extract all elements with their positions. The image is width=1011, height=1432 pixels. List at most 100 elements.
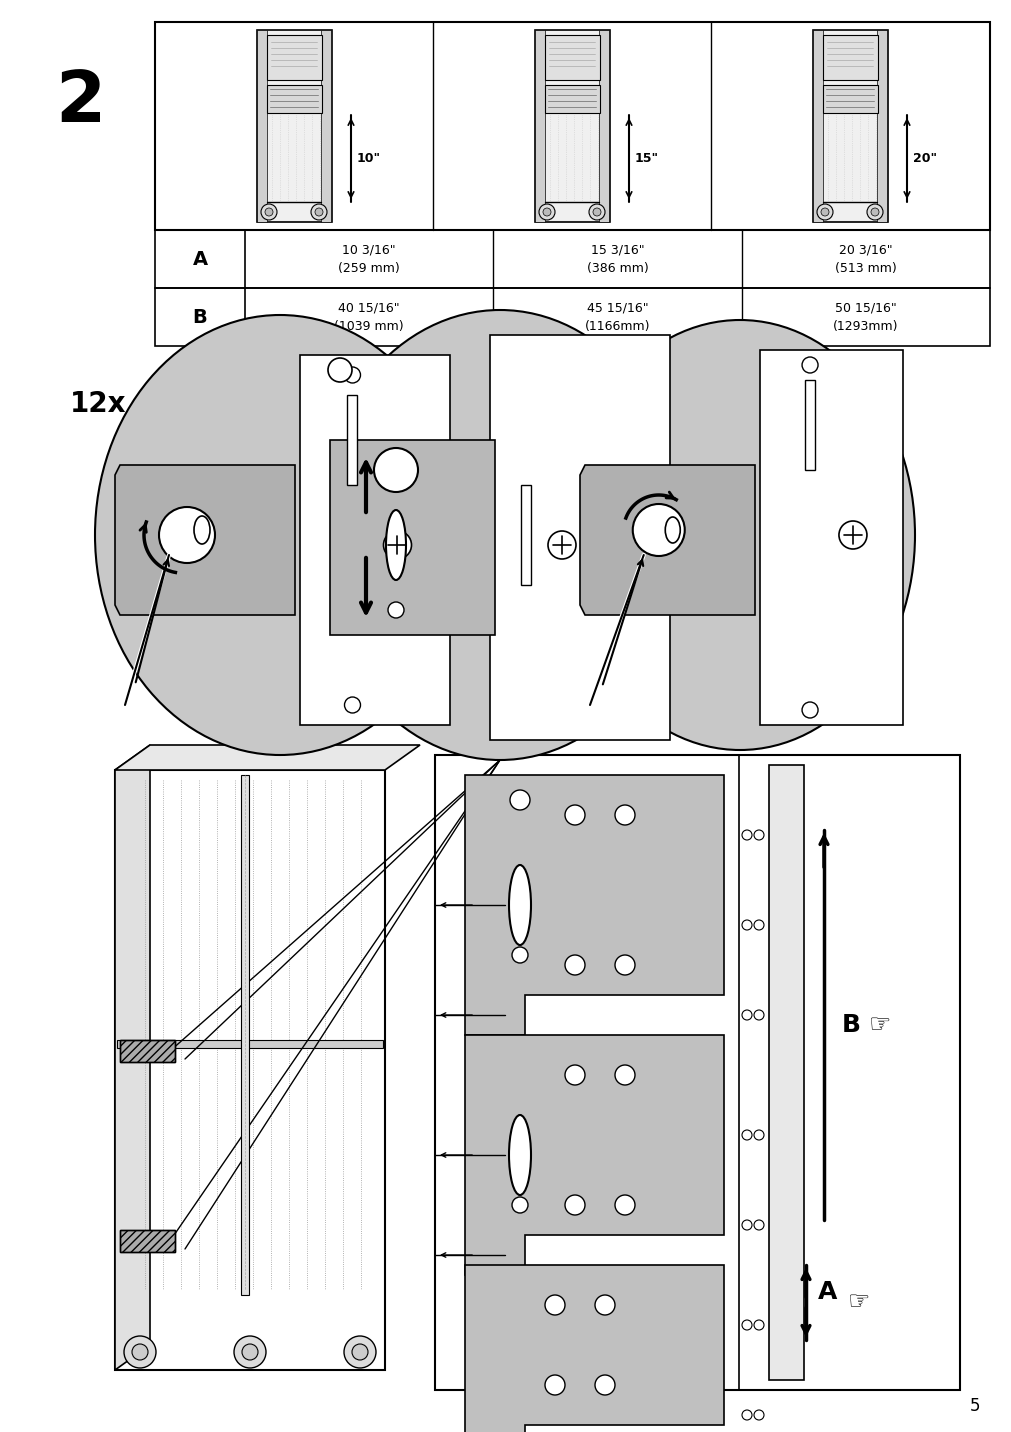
Text: ☞: ☞ <box>868 1012 891 1037</box>
Bar <box>267 34 321 80</box>
Polygon shape <box>115 745 150 1370</box>
Text: A: A <box>192 249 207 269</box>
Circle shape <box>753 1130 763 1140</box>
Circle shape <box>344 367 360 382</box>
Circle shape <box>545 1295 564 1315</box>
Circle shape <box>741 1320 751 1330</box>
Circle shape <box>816 203 832 221</box>
Bar <box>768 765 803 1380</box>
Circle shape <box>820 208 828 216</box>
Bar <box>822 34 878 80</box>
Circle shape <box>838 521 866 548</box>
Text: 15": 15" <box>634 152 658 165</box>
Circle shape <box>870 208 879 216</box>
Bar <box>117 1040 382 1048</box>
Circle shape <box>261 203 277 221</box>
Text: 45 15/16"
(1166mm): 45 15/16" (1166mm) <box>584 302 650 332</box>
Text: 15 3/16"
(386 mm): 15 3/16" (386 mm) <box>586 243 648 275</box>
Circle shape <box>510 790 530 811</box>
Bar <box>812 30 822 222</box>
Circle shape <box>615 805 634 825</box>
Circle shape <box>543 208 550 216</box>
Polygon shape <box>464 775 723 1035</box>
Circle shape <box>548 531 575 558</box>
Text: 20 3/16"
(513 mm): 20 3/16" (513 mm) <box>834 243 896 275</box>
Circle shape <box>344 697 360 713</box>
Circle shape <box>615 1194 634 1214</box>
Circle shape <box>594 1375 615 1395</box>
Circle shape <box>564 1194 584 1214</box>
Text: 5: 5 <box>969 1398 979 1415</box>
Circle shape <box>387 601 403 619</box>
Circle shape <box>741 919 751 929</box>
Text: B: B <box>841 1012 860 1037</box>
Circle shape <box>352 1345 368 1360</box>
Text: 50 15/16"
(1293mm): 50 15/16" (1293mm) <box>832 302 898 332</box>
Ellipse shape <box>664 517 679 543</box>
Bar <box>822 84 878 113</box>
Bar <box>299 355 450 725</box>
Polygon shape <box>115 465 295 614</box>
Circle shape <box>594 1295 615 1315</box>
Circle shape <box>753 1411 763 1421</box>
Circle shape <box>741 831 751 841</box>
Bar <box>330 440 494 634</box>
Bar <box>257 30 267 222</box>
Ellipse shape <box>509 865 531 945</box>
Circle shape <box>265 208 273 216</box>
Bar <box>155 21 989 231</box>
Text: 2: 2 <box>55 67 105 137</box>
Bar <box>489 335 669 740</box>
Polygon shape <box>579 465 754 614</box>
Bar <box>812 30 887 222</box>
Bar <box>267 84 321 113</box>
Bar <box>599 30 609 222</box>
Circle shape <box>753 1320 763 1330</box>
Circle shape <box>615 955 634 975</box>
Text: ☞: ☞ <box>847 1290 869 1315</box>
Bar <box>545 34 600 80</box>
Ellipse shape <box>194 516 210 544</box>
Circle shape <box>588 203 605 221</box>
Circle shape <box>539 203 554 221</box>
Circle shape <box>124 1336 156 1368</box>
Ellipse shape <box>314 309 684 760</box>
Circle shape <box>545 1375 564 1395</box>
Circle shape <box>802 702 817 717</box>
Circle shape <box>741 1130 751 1140</box>
Bar <box>155 231 989 288</box>
Circle shape <box>753 1010 763 1020</box>
Circle shape <box>159 507 214 563</box>
Bar <box>759 349 902 725</box>
Text: 10": 10" <box>357 152 381 165</box>
Circle shape <box>632 504 684 556</box>
Circle shape <box>314 208 323 216</box>
Circle shape <box>741 1220 751 1230</box>
Text: 10 3/16"
(259 mm): 10 3/16" (259 mm) <box>338 243 399 275</box>
Bar <box>257 30 332 222</box>
Circle shape <box>344 1336 376 1368</box>
Text: 40 15/16"
(1039 mm): 40 15/16" (1039 mm) <box>334 302 403 332</box>
Text: 12x: 12x <box>70 390 126 418</box>
Ellipse shape <box>95 315 464 755</box>
Circle shape <box>866 203 883 221</box>
Bar <box>535 30 545 222</box>
Circle shape <box>383 531 411 558</box>
Ellipse shape <box>385 510 405 580</box>
Bar <box>435 755 959 1390</box>
Circle shape <box>512 947 528 962</box>
Bar <box>535 30 610 222</box>
Polygon shape <box>115 745 420 770</box>
Polygon shape <box>464 1035 723 1274</box>
Circle shape <box>374 448 418 493</box>
Circle shape <box>234 1336 266 1368</box>
Text: B: B <box>192 308 207 326</box>
Circle shape <box>592 208 601 216</box>
Circle shape <box>328 358 352 382</box>
Polygon shape <box>464 1264 723 1432</box>
Bar <box>155 288 989 347</box>
Ellipse shape <box>564 319 914 750</box>
Ellipse shape <box>509 1116 531 1194</box>
Circle shape <box>741 1411 751 1421</box>
Bar <box>115 770 384 1370</box>
